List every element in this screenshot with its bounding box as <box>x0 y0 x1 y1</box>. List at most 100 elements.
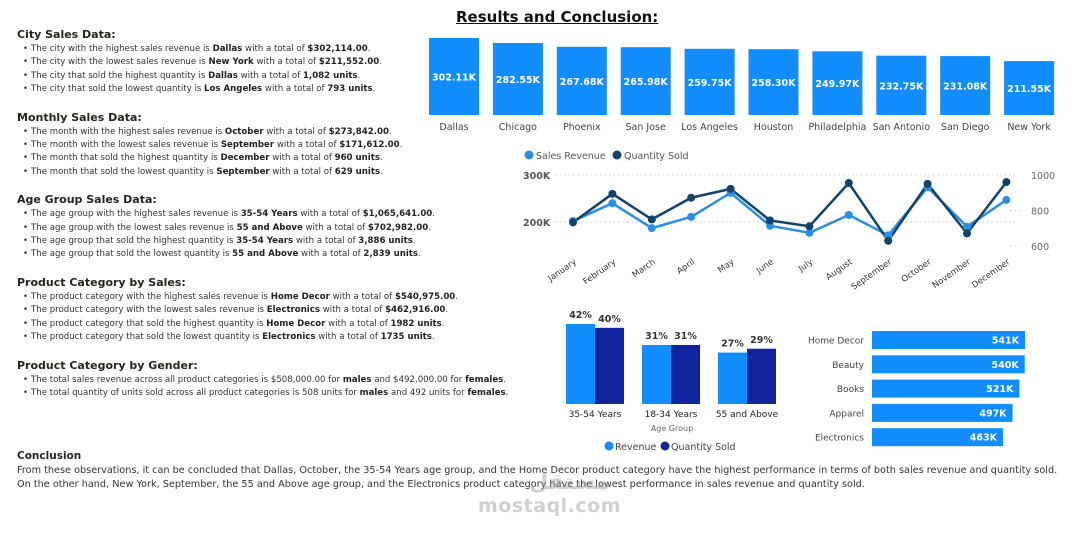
category-bar-label: 463K <box>970 433 998 444</box>
section-heading: City Sales Data: <box>17 28 116 41</box>
month-label: January <box>546 257 579 284</box>
bullet-list: The total sales revenue across all produ… <box>17 374 537 401</box>
bullet-item: The city with the lowest sales revenue i… <box>23 56 537 70</box>
bullet-item: The product category with the lowest sal… <box>23 304 537 318</box>
city-axis-label: San Jose <box>626 122 666 133</box>
bullet-text: with a total of <box>315 332 381 343</box>
revenue-point <box>687 212 696 221</box>
month-label: June <box>754 257 776 276</box>
city-bar <box>1004 61 1055 115</box>
highlight-text: $211,552.00 <box>318 57 380 68</box>
bullet-text: . <box>441 318 445 329</box>
quantity-point <box>608 189 617 198</box>
category-bar-label: 497K <box>979 408 1007 419</box>
bullet-text: . <box>357 70 361 81</box>
age-axis-label: 35-54 Years <box>569 410 622 420</box>
bullet-item: The city that sold the lowest quantity i… <box>23 83 537 97</box>
quantity-point <box>844 178 853 187</box>
bullet-text: with a total of <box>297 209 363 220</box>
section: Age Group Sales Data: The age group with … <box>17 193 537 262</box>
findings-sections: City Sales Data: The city with the highes… <box>17 28 537 414</box>
highlight-text: Home Decor <box>270 291 330 302</box>
highlight-text: September <box>220 140 275 151</box>
highlight-text: 3,886 units <box>358 236 413 247</box>
left-tick-label: 300K <box>523 171 551 182</box>
watermark: مستقل mostaql.com <box>478 470 621 517</box>
bullet-item: The product category with the highest sa… <box>23 291 537 305</box>
month-label: February <box>582 257 619 287</box>
highlight-text: $1,065,641.00 <box>362 209 433 220</box>
highlight-text: 1,082 units <box>302 70 358 81</box>
city-axis-label: New York <box>1007 122 1051 133</box>
legend-quantity-label: Quantity Sold <box>624 151 689 162</box>
bullet-list: The city with the highest sales revenue … <box>17 43 537 97</box>
legend-revenue-label: Revenue <box>615 442 657 453</box>
bullet-text: . <box>372 84 376 95</box>
bullet-text: with a total of <box>298 249 364 260</box>
right-tick-label: 800 <box>1031 207 1049 218</box>
conclusion-block: Conclusion From these observations, it c… <box>17 449 1067 493</box>
bullet-text: . <box>455 291 459 302</box>
bullet-item: The city that sold the highest quantity … <box>23 70 537 84</box>
bullet-item: The city with the highest sales revenue … <box>23 43 537 57</box>
bullet-item: The total sales revenue across all produ… <box>23 374 537 388</box>
highlight-text: Electronics <box>262 332 316 343</box>
highlight-text: $540,975.00 <box>394 291 456 302</box>
bullet-item: The age group with the highest sales rev… <box>23 208 537 222</box>
city-bar-label: 282.55K <box>496 75 541 86</box>
highlight-text: Dallas <box>208 70 238 81</box>
city-axis-label: Philadelphia <box>808 122 866 133</box>
bullet-text: The age group with the lowest sales reve… <box>31 222 237 233</box>
bullet-item: The age group with the lowest sales reve… <box>23 222 537 236</box>
bullet-text: . <box>379 57 382 68</box>
month-label: August <box>824 257 855 283</box>
bullet-text: with a total of <box>263 126 329 137</box>
revenue-point <box>844 210 853 219</box>
city-bar-label: 265.98K <box>624 77 669 88</box>
city-bar-label: 267.68K <box>560 77 605 88</box>
bullet-text: . <box>399 140 403 151</box>
city-axis-label: Dallas <box>439 122 468 133</box>
section-heading: Product Category by Gender: <box>17 358 198 372</box>
age-bar-label: 31% <box>645 331 668 342</box>
bullet-text: . <box>388 126 392 137</box>
age-revenue-bar <box>642 344 671 404</box>
conclusion-line-1: From these observations, it can be concl… <box>17 464 1058 476</box>
highlight-text: $171,612.00 <box>339 140 400 151</box>
quantity-point <box>766 216 774 225</box>
left-tick-label: 200K <box>523 218 551 229</box>
bullet-list: The month with the highest sales revenue… <box>17 126 537 180</box>
month-label: March <box>631 257 658 280</box>
highlight-text: females <box>467 387 506 398</box>
category-bar <box>872 428 1003 447</box>
quantity-line <box>572 180 1008 244</box>
bullet-item: The month with the highest sales revenue… <box>23 126 537 140</box>
age-bar-label: 29% <box>750 335 773 346</box>
age-bar-label: 42% <box>569 310 592 321</box>
bullet-text: . <box>428 222 431 233</box>
category-axis-label: Home Decor <box>808 337 864 347</box>
conclusion-line-2: On the other hand, New York, September, … <box>17 479 865 490</box>
city-revenue-chart: 302.11K Dallas 282.55K Chicago 267.68K Phoeni… <box>429 38 1055 133</box>
bullet-text: . <box>445 305 449 316</box>
category-bar-label: 541K <box>992 336 1020 347</box>
bullet-text: with a total of <box>269 166 335 177</box>
bullet-text: The month with the highest sales revenue… <box>31 126 225 137</box>
highlight-text: 793 units <box>327 84 373 95</box>
age-bar-label: 40% <box>598 314 621 325</box>
revenue-point <box>805 228 814 237</box>
bullet-text: . <box>503 374 507 385</box>
category-bar <box>872 331 1025 349</box>
quantity-point <box>687 193 696 202</box>
bullet-item: The product category that sold the lowes… <box>23 331 537 345</box>
highlight-text: 1982 units <box>390 318 442 329</box>
bullet-text: with a total of <box>237 70 303 81</box>
age-axis-label: 18-34 Years <box>645 410 698 420</box>
highlight-text: October <box>224 126 264 137</box>
category-axis-label: Beauty <box>832 361 864 371</box>
age-bar-label: 27% <box>721 339 744 350</box>
revenue-point <box>1002 195 1011 204</box>
bullet-text: The month that sold the highest quantity… <box>31 153 221 164</box>
age-bar-label: 31% <box>674 331 697 342</box>
revenue-point <box>608 199 617 208</box>
